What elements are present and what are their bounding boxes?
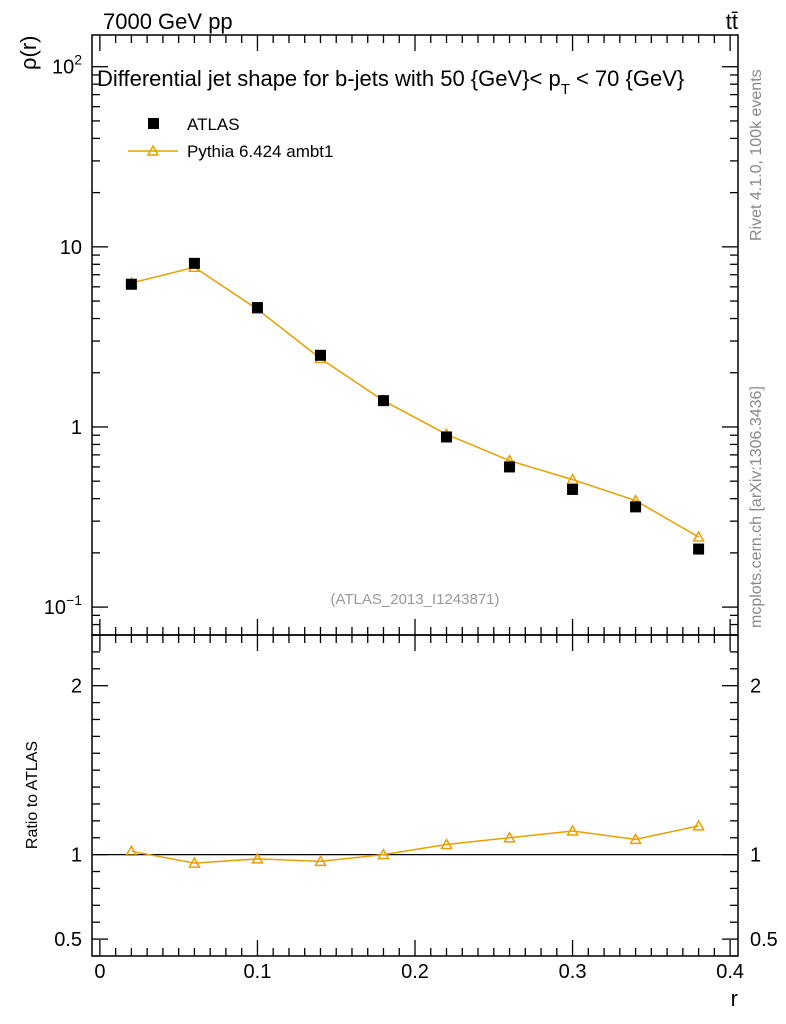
pythia-point: [566, 473, 579, 485]
legend-pythia-marker: [146, 144, 160, 156]
ratio-pythia-point: [692, 819, 705, 831]
atlas-point: [693, 543, 705, 555]
x-axis-label: r: [731, 986, 738, 1011]
y-tick-label: 102: [52, 52, 82, 79]
ratio-tick-label-right: 1: [750, 845, 761, 867]
atlas-point: [441, 431, 453, 443]
ratio-tick-label-left: 0.5: [54, 929, 82, 951]
ratio-series: [92, 819, 738, 868]
ratio-y-axis-label: Ratio to ATLAS: [24, 741, 41, 849]
ratio-tick-label-right: 2: [750, 676, 761, 698]
source-label: mcplots.cern.ch [arXiv:1306.3436]: [748, 386, 765, 628]
y-tick-label: 1: [71, 417, 82, 439]
ratio-pythia-point: [440, 837, 453, 850]
ratio-pythia-point: [188, 856, 201, 868]
main-axis-ticks: [92, 66, 738, 636]
atlas-point: [504, 461, 516, 473]
atlas-point: [188, 257, 200, 269]
x-tick-label: 0.1: [244, 961, 272, 983]
energy-label: 7000 GeV pp: [103, 9, 233, 34]
rivet-label: Rivet 4.1.0, 100k events: [748, 69, 765, 241]
ratio-pythia-line: [131, 825, 699, 864]
process-label: tt̄: [726, 9, 738, 34]
ratio-axis-ticks: 0.5 0.5 1 1 2 2: [54, 634, 778, 957]
ratio-tick-label-right: 0.5: [750, 929, 778, 951]
legend-atlas-marker: [148, 118, 159, 129]
atlas-point: [125, 278, 137, 290]
analysis-watermark: (ATLAS_2013_I1243871): [330, 591, 499, 608]
ratio-panel-frame: [91, 634, 739, 957]
ratio-pythia-point: [629, 832, 642, 845]
y-tick-labels: 10−1 1 10 102: [44, 52, 82, 619]
atlas-series: [125, 257, 705, 555]
atlas-point: [314, 349, 326, 361]
pythia-line: [131, 266, 699, 538]
atlas-point: [251, 302, 263, 314]
ratio-pythia-point: [377, 848, 390, 860]
chart-title: Differential jet shape for b-jets with 5…: [97, 66, 684, 98]
legend-pythia-label: Pythia 6.424 ambt1: [187, 142, 333, 161]
pythia-series: [125, 260, 705, 542]
ratio-pythia-point: [566, 824, 579, 836]
ratio-tick-label-left: 1: [71, 845, 82, 867]
x-tick-label: 0.3: [559, 961, 587, 983]
y-tick-label: 10−1: [44, 592, 82, 619]
y-tick-label: 10: [60, 237, 82, 259]
x-tick-label: 0: [94, 961, 105, 983]
atlas-point: [567, 483, 579, 495]
ratio-tick-label-left: 2: [71, 676, 82, 698]
y-axis-label: ρ(r): [16, 36, 41, 71]
atlas-point: [377, 395, 389, 407]
ratio-pythia-point: [314, 854, 327, 867]
ratio-pythia-point: [503, 831, 516, 843]
atlas-point: [630, 501, 642, 513]
ratio-pythia-point: [125, 844, 138, 857]
x-tick-label: 0.2: [401, 961, 429, 983]
ratio-pythia-point: [251, 852, 264, 864]
legend: ATLAS Pythia 6.424 ambt1: [128, 115, 333, 161]
x-axis-ticks: 0 0.1 0.2 0.3 0.4: [94, 35, 744, 983]
legend-atlas-label: ATLAS: [187, 115, 240, 134]
pythia-point: [692, 530, 705, 542]
x-tick-label: 0.4: [716, 961, 744, 983]
